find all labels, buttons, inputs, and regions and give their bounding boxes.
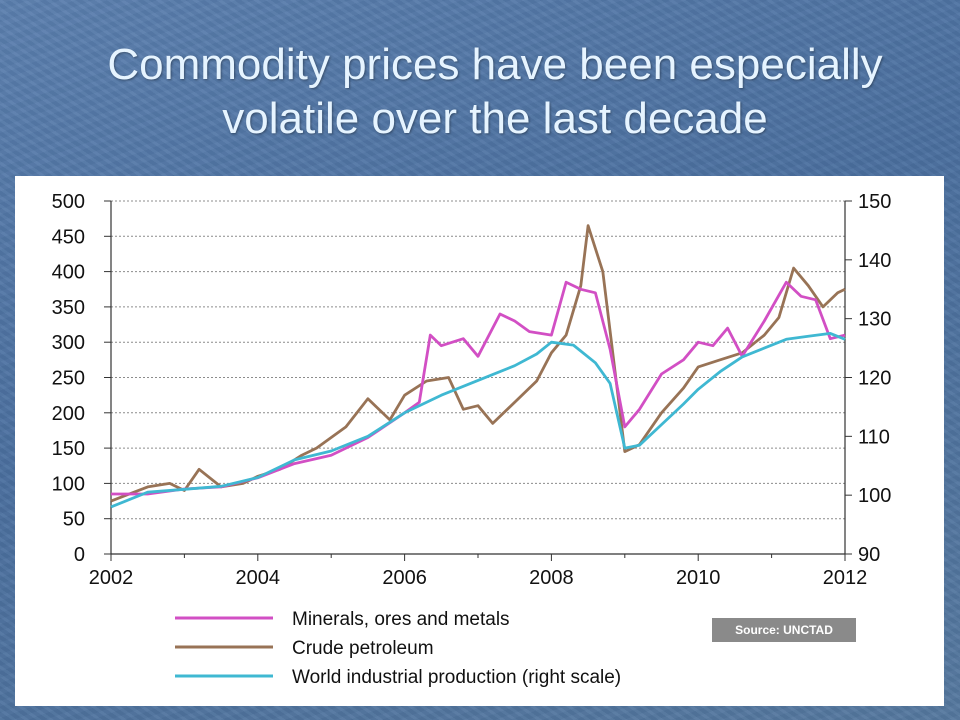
- y2-tick-label: 100: [858, 485, 891, 507]
- y-tick-label: 400: [52, 262, 85, 284]
- x-tick-label: 2008: [529, 567, 574, 589]
- source-badge: Source: UNCTAD: [712, 618, 856, 642]
- slide-title: Commodity prices have been especially vo…: [0, 38, 960, 146]
- y2-tick-label: 130: [858, 309, 891, 331]
- slide-title-line-1: Commodity prices have been especially: [107, 40, 883, 89]
- x-tick-label: 2002: [89, 567, 134, 589]
- x-tick-label: 2012: [823, 567, 868, 589]
- x-tick-label: 2004: [236, 567, 281, 589]
- y2-tick-label: 140: [858, 250, 891, 272]
- y-tick-label: 250: [52, 368, 85, 390]
- x-tick-label: 2006: [382, 567, 427, 589]
- legend-label: World industrial production (right scale…: [292, 667, 621, 688]
- y2-tick-label: 150: [858, 191, 891, 213]
- chart-panel: 0 50 100 150 200 250 300 350 400 450 500 90 100 110 12…: [15, 176, 944, 706]
- y-tick-label: 350: [52, 297, 85, 319]
- slide-title-line-2: volatile over the last decade: [222, 94, 768, 143]
- y2-tick-label: 90: [858, 544, 880, 566]
- legend-label: Crude petroleum: [292, 638, 434, 659]
- y2-tick-label: 110: [858, 426, 890, 448]
- y-tick-label: 0: [74, 544, 85, 566]
- y-tick-label: 50: [63, 509, 85, 531]
- y-tick-label: 450: [52, 226, 85, 248]
- series-line-industrial: [110, 331, 846, 509]
- series-line-minerals: [111, 280, 846, 496]
- y-tick-label: 100: [52, 473, 85, 495]
- y2-tick-label: 120: [858, 368, 891, 390]
- y-tick-label: 300: [52, 332, 85, 354]
- legend-label: Minerals, ores and metals: [292, 609, 510, 630]
- line-chart: 0 50 100 150 200 250 300 350 400 450 500 90 100 110 12…: [52, 191, 892, 688]
- y-tick-label: 500: [52, 191, 85, 213]
- y-tick-label: 200: [52, 403, 85, 425]
- y-tick-label: 150: [52, 438, 85, 460]
- x-tick-label: 2010: [676, 567, 721, 589]
